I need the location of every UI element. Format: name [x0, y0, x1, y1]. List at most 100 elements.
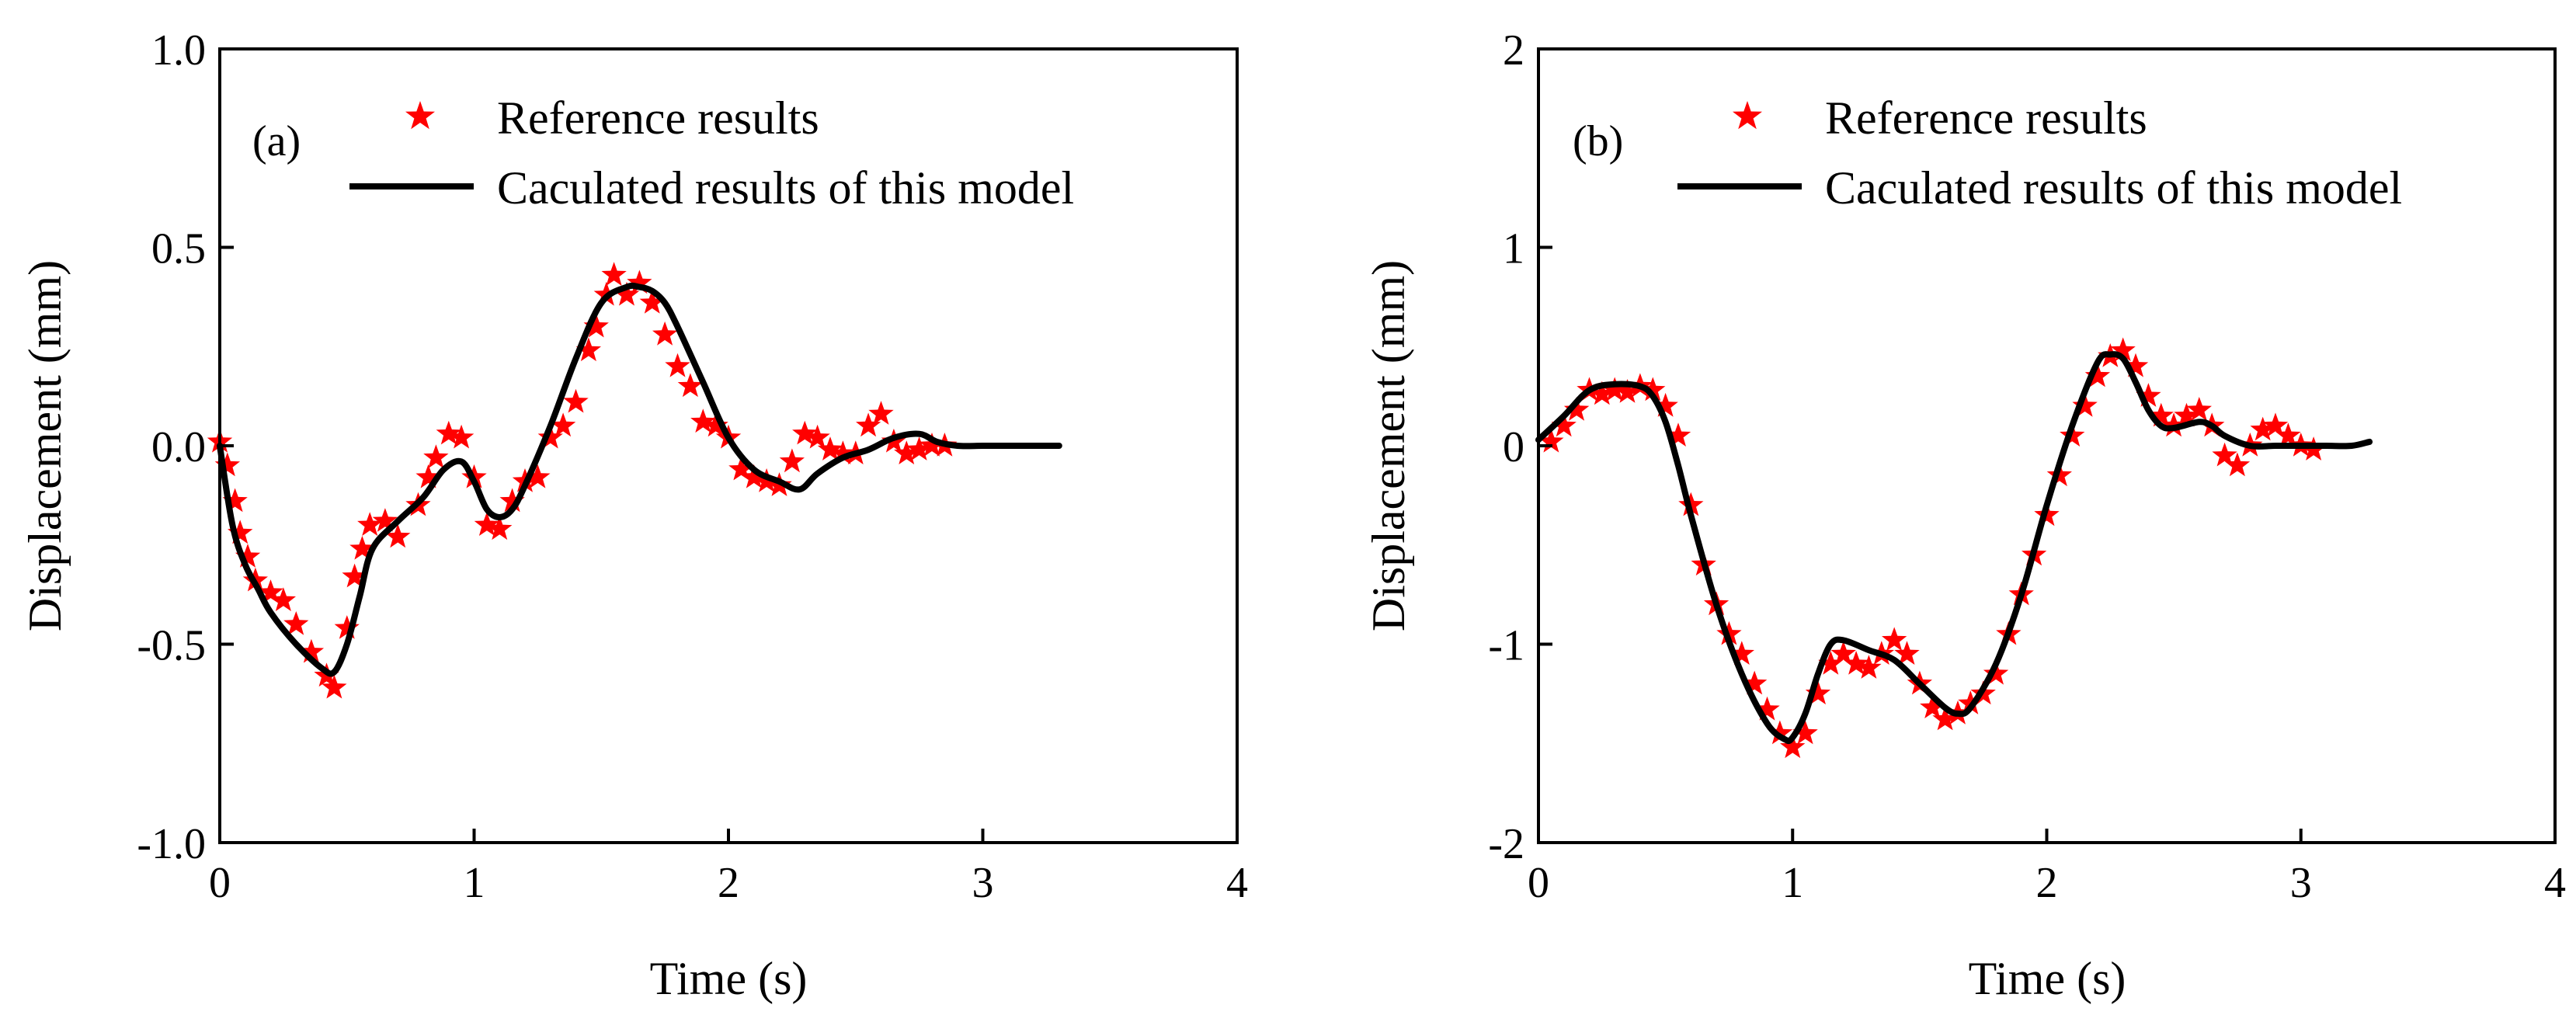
chart-panel-a: 0 1 2 3 4 -1.0 -0.5 0.0 0.5 1.0 (a) Time (s) Disp…	[19, 26, 1248, 1004]
reference-point-a-12	[334, 615, 360, 639]
reference-point-a-9	[298, 638, 325, 663]
reference-point-b-49	[2161, 412, 2187, 437]
reference-point-a-22	[449, 424, 475, 449]
reference-point-a-4	[235, 544, 261, 568]
legend-label-reference-a: Reference results	[497, 92, 819, 144]
reference-point-a-59	[906, 436, 932, 461]
reference-point-a-30	[551, 412, 576, 437]
x-tick-label-a-4: 4	[1226, 859, 1248, 907]
reference-point-b-51	[2186, 397, 2212, 421]
reference-point-b-10	[1665, 422, 1691, 447]
reference-point-b-18	[1767, 720, 1793, 745]
reference-point-a-13	[342, 563, 367, 588]
reference-point-a-49	[779, 448, 805, 473]
x-tick-label-b-2: 2	[2036, 859, 2058, 907]
reference-point-b-22	[1818, 651, 1844, 675]
reference-point-a-50	[792, 420, 818, 445]
x-tick-label-b-4: 4	[2544, 859, 2566, 907]
reference-point-b-33	[1958, 690, 1983, 714]
reference-point-b-25	[1856, 655, 1882, 679]
y-tick-label-b-1: -1	[1488, 622, 1524, 670]
legend-marker-reference-b	[1733, 101, 1762, 130]
reference-point-a-17	[385, 523, 411, 548]
y-tick-label-a-0: -1.0	[137, 820, 206, 868]
reference-point-b-9	[1653, 392, 1678, 417]
reference-point-a-56	[868, 401, 894, 425]
reference-point-b-20	[1792, 720, 1818, 745]
reference-point-b-56	[2250, 416, 2275, 441]
reference-point-a-43	[703, 412, 728, 437]
reference-point-a-20	[423, 444, 449, 469]
reference-point-b-47	[2136, 383, 2161, 407]
reference-point-b-19	[1780, 734, 1806, 759]
panel-label-b: (b)	[1573, 117, 1623, 165]
legend-b: Reference results Caculated results of t…	[1677, 92, 2402, 214]
reference-point-a-15	[357, 512, 383, 536]
y-axis-title-a: Displacement (mm)	[19, 260, 71, 631]
reference-point-a-51	[805, 424, 830, 449]
reference-point-a-8	[283, 611, 309, 635]
reference-point-b-24	[1843, 651, 1869, 675]
reference-point-b-15	[1729, 641, 1754, 665]
reference-point-b-2	[1563, 397, 1590, 421]
reference-point-a-36	[614, 281, 640, 306]
reference-point-a-29	[537, 424, 563, 449]
series-line-calculated-b	[1535, 351, 2373, 745]
reference-point-a-6	[258, 579, 283, 603]
reference-point-a-33	[583, 313, 609, 338]
reference-point-a-28	[525, 464, 551, 488]
reference-point-b-54	[2224, 452, 2251, 477]
x-axis-title-b: Time (s)	[1969, 953, 2126, 1004]
reference-point-a-53	[830, 440, 856, 464]
panel-label-a: (a)	[252, 117, 301, 165]
reference-point-a-24	[474, 512, 499, 536]
reference-point-a-2	[222, 488, 248, 513]
reference-point-a-14	[349, 535, 375, 560]
reference-point-b-46	[2122, 353, 2149, 377]
reference-point-b-8	[1640, 377, 1666, 402]
reference-point-b-48	[2148, 402, 2174, 427]
series-layer-a	[207, 262, 1062, 699]
reference-point-a-38	[639, 290, 665, 314]
x-tick-label-a-3: 3	[972, 859, 994, 907]
y-tick-label-a-3: 0.5	[151, 225, 206, 273]
y-tick-label-a-2: 0.0	[151, 423, 206, 471]
reference-point-b-31	[1932, 706, 1958, 731]
reference-point-b-27	[1882, 627, 1907, 652]
reference-point-a-21	[436, 420, 461, 445]
legend-label-reference-b: Reference results	[1825, 92, 2147, 144]
x-tick-label-b-1: 1	[1782, 859, 1803, 907]
y-tick-label-b-3: 1	[1503, 225, 1524, 273]
reference-point-a-60	[919, 433, 945, 457]
reference-point-b-58	[2275, 422, 2301, 447]
reference-point-b-21	[1805, 680, 1831, 705]
y-tick-label-b-4: 2	[1503, 26, 1524, 75]
y-tick-label-b-0: -2	[1488, 820, 1524, 868]
reference-point-b-5	[1602, 377, 1628, 402]
reference-point-a-7	[270, 587, 296, 611]
y-tick-label-b-2: 0	[1503, 423, 1524, 471]
legend-a: Reference results Caculated results of t…	[349, 92, 1074, 214]
y-tick-label-a-1: -0.5	[137, 622, 206, 670]
reference-point-a-11	[322, 674, 347, 699]
reference-point-b-6	[1615, 379, 1640, 403]
reference-point-b-23	[1830, 641, 1856, 665]
ticks-a: 0 1 2 3 4 -1.0 -0.5 0.0 0.5 1.0	[137, 26, 1248, 907]
reference-point-a-39	[652, 321, 678, 346]
reference-point-a-31	[563, 388, 589, 413]
x-axis-title-a: Time (s)	[650, 953, 808, 1004]
reference-point-b-0	[1538, 428, 1564, 453]
legend-marker-reference-a	[405, 101, 435, 130]
series-line-calculated-a	[217, 282, 1062, 677]
x-tick-label-a-0: 0	[209, 859, 231, 907]
reference-point-a-46	[741, 464, 767, 488]
reference-point-b-53	[2212, 442, 2237, 467]
reference-point-b-42	[2072, 392, 2098, 417]
reference-point-a-16	[372, 508, 398, 532]
reference-point-a-40	[665, 353, 690, 377]
reference-point-a-25	[487, 516, 513, 541]
reference-point-a-32	[575, 337, 601, 362]
reference-point-b-50	[2174, 402, 2199, 427]
reference-point-a-37	[627, 269, 652, 294]
